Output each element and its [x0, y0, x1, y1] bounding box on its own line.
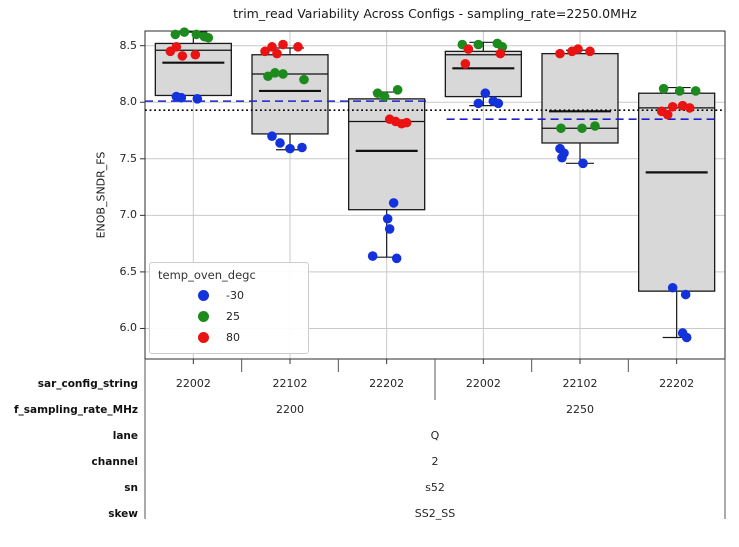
x-row-value: 22202	[369, 377, 405, 390]
data-point	[278, 39, 288, 50]
data-point	[192, 94, 203, 104]
data-point	[460, 59, 471, 69]
data-point	[473, 39, 484, 50]
legend-entries: -30 25 80	[150, 285, 308, 348]
legend-entry-label: 25	[226, 310, 240, 323]
data-point	[388, 198, 399, 208]
x-row-label: channel	[91, 456, 138, 468]
y-tick-label: 6.0	[119, 321, 138, 335]
data-point	[267, 42, 277, 52]
data-point	[680, 289, 691, 300]
data-point	[278, 69, 288, 79]
data-point	[267, 131, 277, 141]
x-row-value: 22002	[175, 377, 211, 390]
data-point	[684, 103, 695, 113]
box-rect	[638, 92, 716, 292]
x-row-value: 2	[431, 455, 439, 468]
data-point	[171, 42, 182, 52]
x-row-value: 2250	[566, 403, 594, 416]
y-tick-label: 6.5	[119, 264, 138, 278]
data-point	[585, 46, 595, 57]
data-point	[658, 83, 669, 94]
data-point	[293, 42, 303, 52]
data-point	[578, 158, 588, 169]
data-point	[367, 251, 378, 261]
data-point	[392, 85, 403, 95]
x-row-value: 22202	[659, 377, 695, 390]
data-point	[176, 92, 187, 103]
legend-title: temp_oven_degc	[158, 268, 256, 282]
data-point	[391, 253, 402, 264]
data-point	[275, 138, 285, 148]
x-row-value: Q	[430, 429, 440, 442]
data-point	[493, 98, 504, 109]
data-point	[556, 123, 566, 134]
x-row-value: 22002	[465, 377, 501, 390]
legend-entry-label: -30	[226, 289, 244, 302]
data-point	[473, 98, 484, 109]
data-point	[667, 101, 678, 112]
data-point	[384, 224, 395, 234]
legend-entry: 80	[150, 327, 308, 348]
data-point	[401, 117, 412, 128]
data-point	[495, 48, 506, 59]
data-point	[577, 123, 587, 134]
data-point	[299, 74, 309, 85]
data-point	[690, 86, 701, 96]
data-point	[179, 27, 190, 37]
x-row-label: f_sampling_rate_MHz	[13, 404, 138, 416]
x-row-label: sar_config_string	[37, 378, 138, 390]
legend-entry: -30	[150, 285, 308, 306]
data-point	[557, 152, 567, 163]
legend-marker-icon	[198, 332, 209, 343]
data-point	[297, 142, 307, 153]
x-row-value: 2200	[276, 403, 304, 416]
data-point	[674, 86, 685, 96]
data-point	[555, 48, 565, 59]
data-point	[463, 44, 474, 54]
data-point	[590, 121, 600, 131]
data-point	[662, 109, 673, 120]
data-point	[191, 29, 202, 40]
data-point	[177, 51, 188, 61]
y-tick-label: 8.5	[119, 38, 138, 52]
data-point	[480, 88, 491, 99]
data-point	[170, 29, 181, 40]
x-row-label: lane	[112, 430, 138, 442]
data-point	[382, 213, 393, 224]
data-point	[270, 68, 280, 78]
x-row-label: skew	[108, 508, 138, 520]
legend-entry-label: 80	[226, 331, 240, 344]
data-point	[260, 46, 270, 57]
x-row-value: s52	[425, 481, 445, 494]
data-point	[379, 91, 390, 102]
y-tick-label: 7.5	[119, 151, 138, 165]
chart-title: trim_read Variability Across Configs - s…	[233, 6, 637, 21]
data-point	[272, 48, 282, 59]
data-point	[190, 49, 201, 60]
x-row-value: 22102	[272, 377, 308, 390]
data-point	[573, 44, 583, 54]
legend-entry: 25	[150, 306, 308, 327]
legend: temp_oven_degc -30 25 80	[149, 262, 309, 354]
x-row-label: sn	[124, 482, 138, 494]
x-row-value: 22102	[562, 377, 598, 390]
data-point	[203, 32, 214, 43]
legend-marker-icon	[198, 311, 209, 322]
y-tick-label: 7.0	[119, 208, 138, 222]
data-point	[681, 332, 692, 343]
y-tick-label: 8.0	[119, 95, 138, 109]
legend-marker-icon	[198, 290, 209, 301]
box-rect	[251, 54, 329, 135]
data-point	[667, 282, 678, 293]
data-point	[285, 143, 295, 154]
x-row-value: SS2_SS	[414, 507, 456, 520]
